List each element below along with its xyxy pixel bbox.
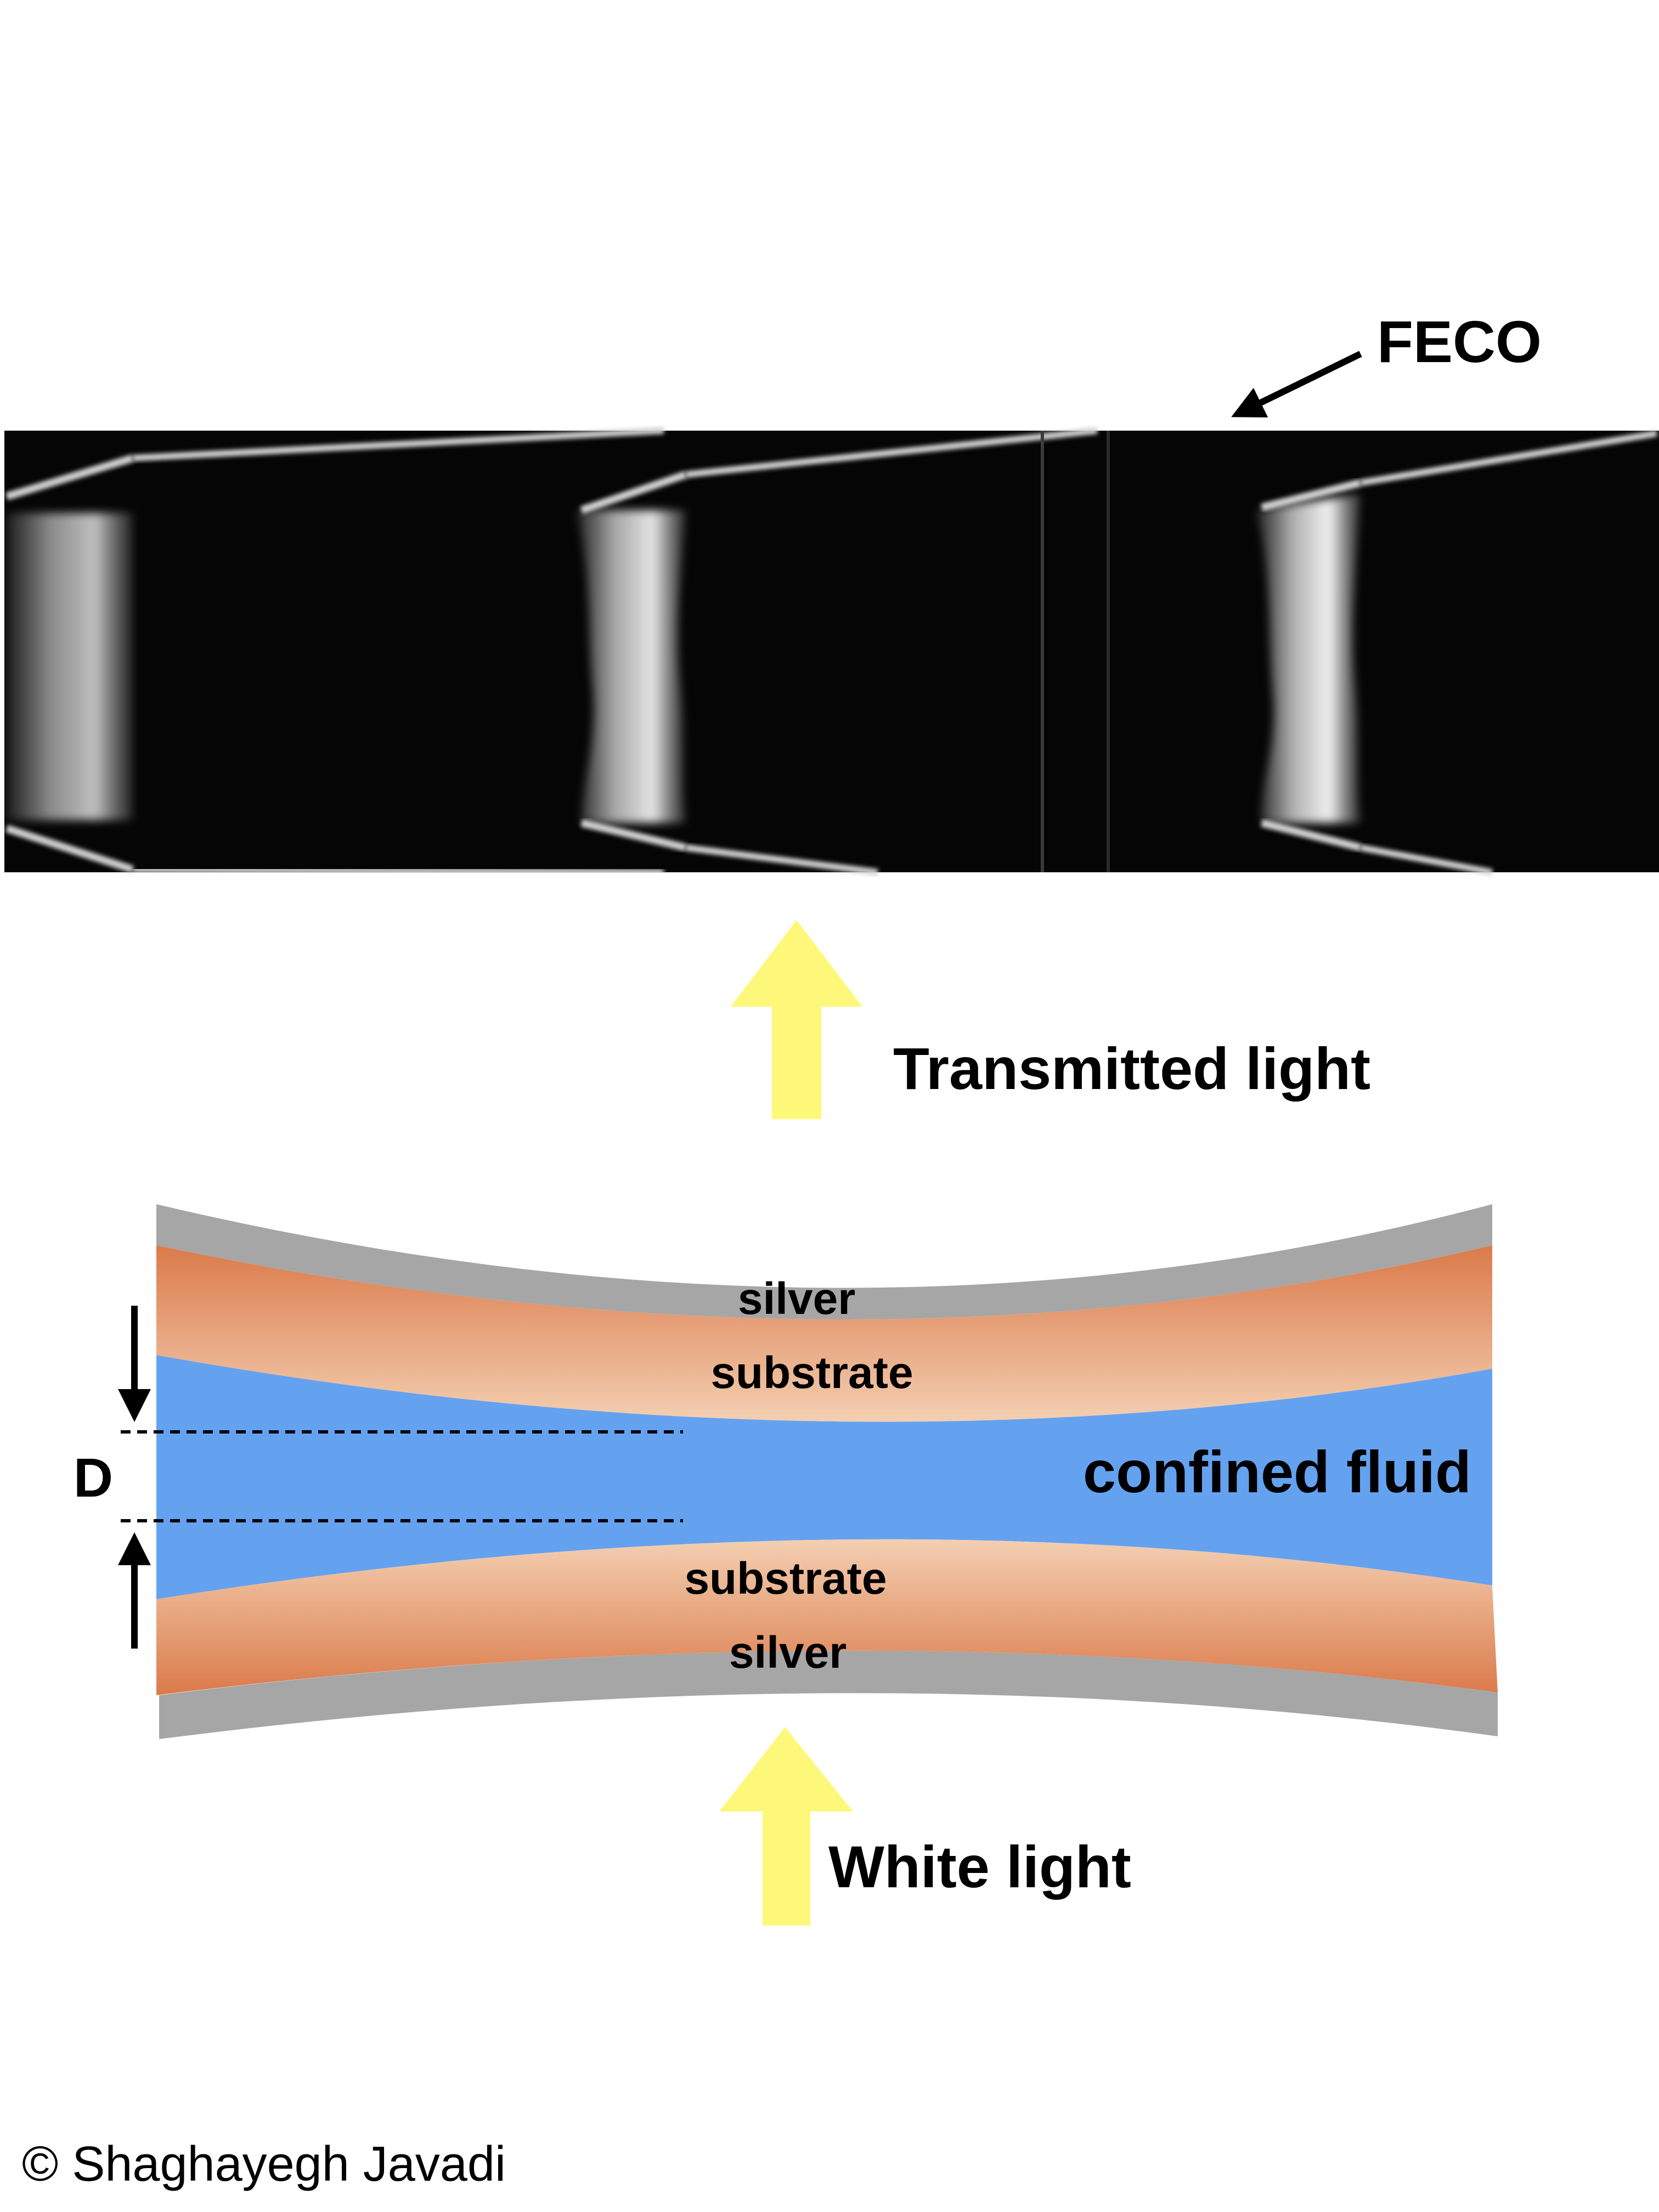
transmitted-light-arrow — [731, 920, 862, 1119]
bottom-substrate-layer — [156, 1539, 1498, 1695]
confined-fluid-label: confined fluid — [1083, 1438, 1471, 1505]
white-light-label: White light — [828, 1833, 1131, 1900]
feco-label: FECO — [1377, 308, 1542, 375]
copyright-text: © Shaghayegh Javadi — [22, 2137, 506, 2192]
fringe-3-bottom-edge — [1261, 819, 1362, 851]
fringe-2-bottom-edge — [580, 819, 687, 851]
fringe-3 — [1256, 494, 1361, 823]
fringe-2-top-edge — [580, 471, 687, 514]
substrate-bottom-label: substrate — [684, 1554, 887, 1604]
top-substrate-layer — [156, 1245, 1492, 1422]
substrate-top-label: substrate — [710, 1348, 913, 1398]
fringe-3-top-edge — [1261, 479, 1362, 511]
fringe-1-bottom-tail — [5, 825, 134, 873]
silver-bottom-label: silver — [729, 1628, 847, 1678]
fringe-2 — [576, 510, 686, 823]
fringe-3-bottom-tail — [1359, 844, 1493, 876]
fringe-1-top-tail — [132, 427, 664, 461]
fringe-2-bottom-tail — [685, 844, 878, 876]
feco-image — [4, 427, 1659, 876]
silver-top-label: silver — [738, 1274, 855, 1324]
fringe-1 — [7, 513, 133, 820]
top-silver-layer — [156, 1204, 1492, 1319]
fringe-2-top-tail — [685, 427, 1098, 478]
bottom-silver-layer — [159, 1650, 1498, 1739]
fringe-1-top-edge — [5, 454, 134, 500]
transmitted-light-label: Transmitted light — [893, 1035, 1370, 1102]
fringe-3-top-tail — [1360, 430, 1657, 486]
white-light-arrow — [719, 1727, 853, 1926]
feco-image-background — [4, 431, 1659, 872]
confined-fluid-region — [156, 1355, 1492, 1599]
feco-pointer-arrow — [1231, 351, 1362, 417]
distance-label: D — [74, 1447, 113, 1509]
interferometer-stack — [156, 1204, 1498, 1739]
fringe-1-bottom-edge — [132, 866, 664, 876]
